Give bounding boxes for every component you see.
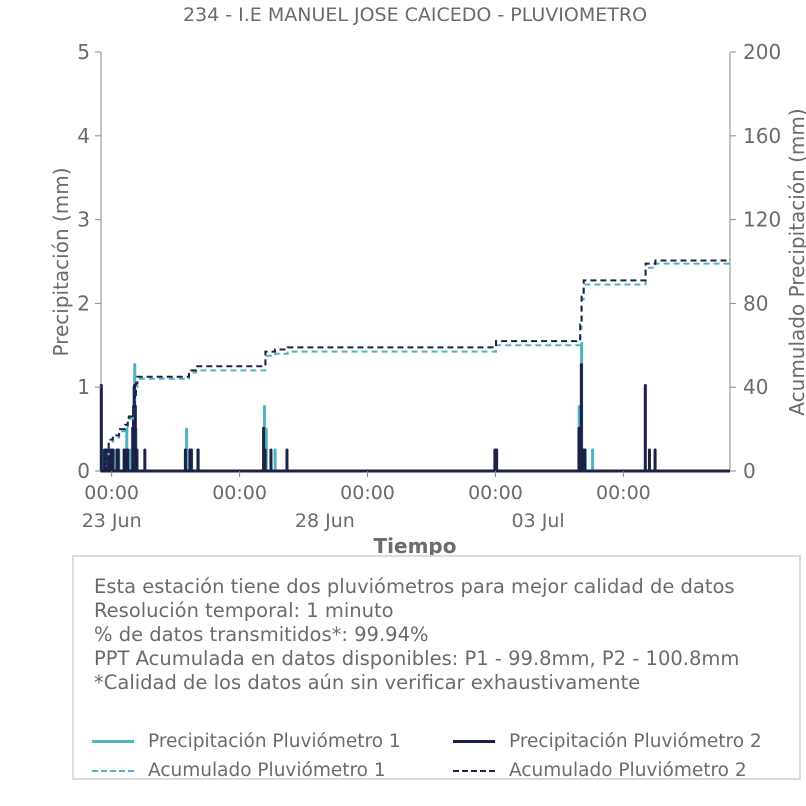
y-tick-label-left: 3 (77, 208, 90, 232)
chart-axes (100, 52, 731, 472)
info-line: % de datos transmitidos*: 99.94% (94, 623, 429, 646)
y-tick-label-right: 120 (743, 208, 781, 232)
x-tick-label: 00:00 (596, 482, 651, 504)
info-line: Esta estación tiene dos pluviómetros par… (94, 575, 735, 598)
cumulative-lines (101, 259, 731, 472)
y-tick-label-right: 200 (743, 40, 781, 64)
x-tick-label: 00:00 (340, 482, 395, 504)
y-tick-label-left: 2 (77, 291, 90, 315)
legend-item-cumulative-p2: Acumulado Pluviómetro 2 (453, 760, 747, 781)
y-tick-label-right: 160 (743, 124, 781, 148)
legend-swatch (92, 769, 134, 772)
legend-label: Acumulado Pluviómetro 1 (148, 760, 386, 781)
x-axis-label: Tiempo (374, 534, 457, 558)
y-tick-label-left: 5 (77, 40, 90, 64)
x-tick-label: 00:00 (468, 482, 523, 504)
legend-label: Precipitación Pluviómetro 2 (509, 731, 762, 752)
info-line: *Calidad de los datos aún sin verificar … (94, 671, 641, 694)
axis-ticks: 0 1 2 3 4 5 0 40 80 120 160 200 00:00 23 Jun 00:00 28 J… (77, 40, 781, 532)
y-tick-label-right: 40 (743, 375, 768, 399)
x-tick-label: 00:00 (84, 482, 139, 504)
x-tick-label: 00:00 (212, 482, 267, 504)
legend-swatch (453, 740, 495, 743)
info-line: PPT Acumulada en datos disponibles: P1 -… (94, 647, 740, 670)
legend-swatch (453, 769, 495, 772)
x-date-label: 28 Jun (295, 510, 355, 532)
legend-item-cumulative-p1: Acumulado Pluviómetro 1 (92, 760, 386, 781)
y-tick-label-left: 4 (77, 124, 90, 148)
legend-swatch (92, 740, 134, 743)
y-tick-label-right: 80 (743, 291, 768, 315)
y-axis-label-left: Precipitación (mm) (49, 167, 73, 356)
y-axis-label-right: Acumulado Precipitación (mm) (785, 108, 806, 415)
legend-label: Acumulado Pluviómetro 2 (509, 760, 747, 781)
station-info-box: Esta estación tiene dos pluviómetros par… (72, 555, 801, 781)
precipitation-chart: 234 - I.E MANUEL JOSE CAICEDO - PLUVIOME… (49, 4, 806, 558)
info-line: Resolución temporal: 1 minuto (94, 599, 394, 622)
x-date-label: 23 Jun (82, 510, 142, 532)
precipitation-bars (99, 342, 730, 473)
legend-item-precip-p1: Precipitación Pluviómetro 1 (92, 731, 401, 752)
y-tick-label-left: 0 (77, 459, 90, 483)
cumulative-line (101, 259, 731, 472)
legend-item-precip-p2: Precipitación Pluviómetro 2 (453, 731, 762, 752)
chart-title: 234 - I.E MANUEL JOSE CAICEDO - PLUVIOME… (183, 4, 647, 26)
y-tick-label-right: 0 (743, 459, 756, 483)
legend-label: Precipitación Pluviómetro 1 (148, 731, 401, 752)
cumulative-line (101, 261, 731, 472)
y-tick-label-left: 1 (77, 375, 90, 399)
x-date-label: 03 Jul (512, 510, 565, 532)
